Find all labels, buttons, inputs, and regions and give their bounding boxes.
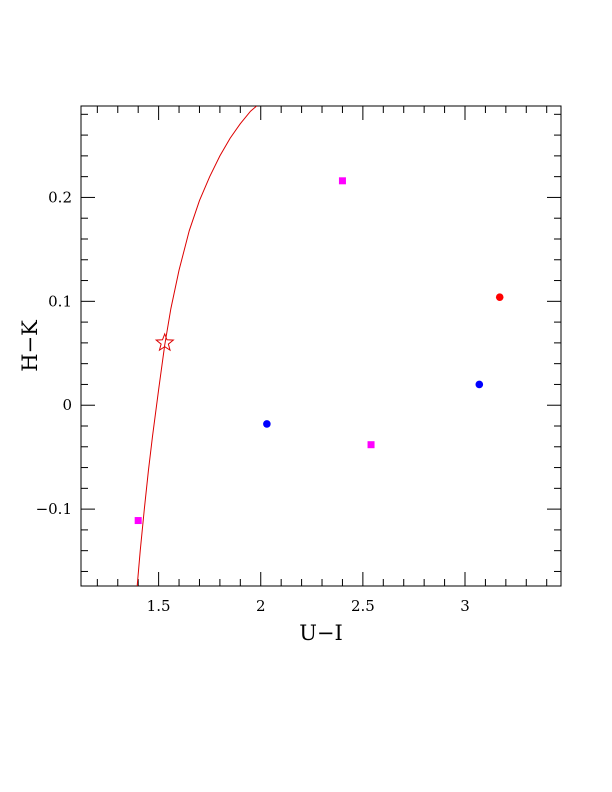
model-curve-line [136,106,257,586]
x-tick-label: 1.5 [147,597,171,615]
model-curve-layer [136,106,257,586]
x-tick-label: 2 [256,597,266,615]
circle-point [263,420,271,428]
circle-point [495,293,504,301]
axis-ticks [81,106,561,586]
x-tick-label: 3 [460,597,470,615]
y-tick-label: 0.2 [48,188,72,206]
plot-frame [80,105,562,587]
data-points-layer [134,177,504,525]
circle-point [475,380,484,389]
y-tick-label: 0.1 [48,292,72,310]
square-point [367,441,375,449]
star-point [154,332,175,352]
y-tick-label: 0 [62,396,72,414]
x-tick-label: 2.5 [351,597,375,615]
x-axis-label: U−I [299,621,343,645]
y-axis-label: H−K [18,320,42,372]
square-point [338,177,346,185]
x-tick-labels: 1.5 2 2.5 3 [147,597,470,615]
y-tick-labels: −0.1 0 0.1 0.2 [36,188,72,518]
y-tick-label: −0.1 [36,500,72,518]
square-point [134,517,142,525]
